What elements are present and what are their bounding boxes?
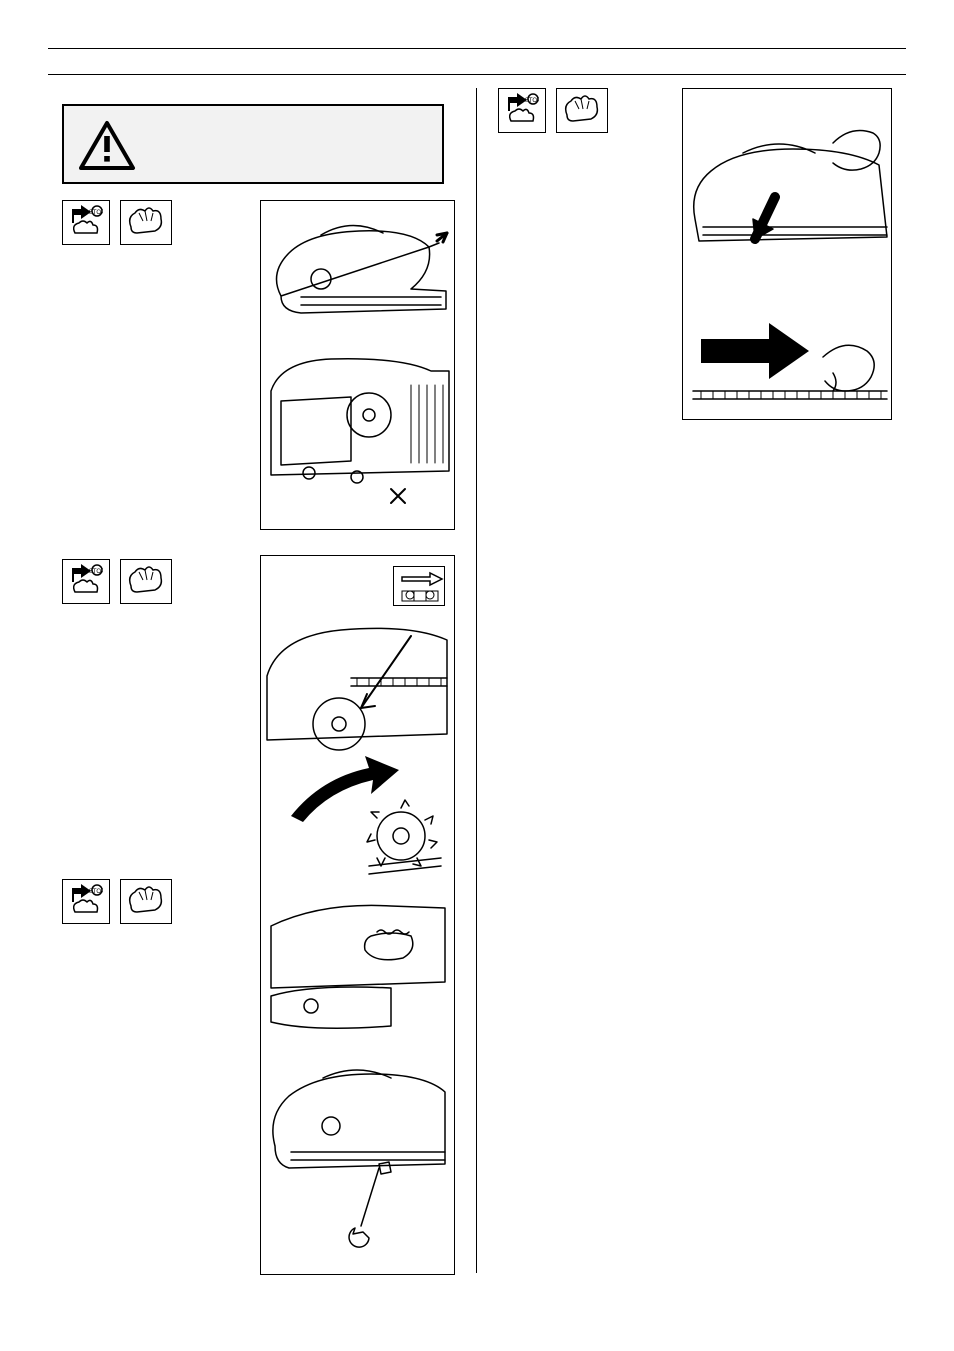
glove-icon xyxy=(120,200,172,245)
iconpair-1: STOP xyxy=(62,200,178,245)
iconpair-4: STOP xyxy=(498,88,614,133)
stop-hand-icon: STOP xyxy=(62,200,110,245)
figure-chain-assembly xyxy=(260,555,455,1275)
warning-box xyxy=(62,104,444,184)
glove-icon xyxy=(120,559,172,604)
chainsaw-cover-removal-illustration xyxy=(261,201,456,531)
stop-hand-icon: STOP xyxy=(498,88,546,133)
stop-hand-icon: STOP xyxy=(62,879,110,924)
stop-label: STOP xyxy=(525,98,539,104)
iconpair-2: STOP xyxy=(62,559,178,604)
chain-direction-inset xyxy=(393,566,445,606)
column-divider xyxy=(476,88,477,1273)
chain-assembly-illustration xyxy=(261,556,456,1276)
figure-tension-check xyxy=(682,88,892,420)
manual-page: STOP STOP STOP xyxy=(0,0,954,1351)
warning-triangle-icon xyxy=(78,120,136,172)
stop-hand-icon: STOP xyxy=(62,559,110,604)
figure-cover-removal xyxy=(260,200,455,530)
glove-icon xyxy=(120,879,172,924)
stop-label: STOP xyxy=(89,569,103,575)
stop-label: STOP xyxy=(89,210,103,216)
rule-top-2 xyxy=(48,74,906,75)
stop-label: STOP xyxy=(89,889,103,895)
tension-check-illustration xyxy=(683,89,893,421)
iconpair-3: STOP xyxy=(62,879,178,924)
rule-top xyxy=(48,48,906,49)
chain-direction-icon xyxy=(394,567,446,607)
glove-icon xyxy=(556,88,608,133)
